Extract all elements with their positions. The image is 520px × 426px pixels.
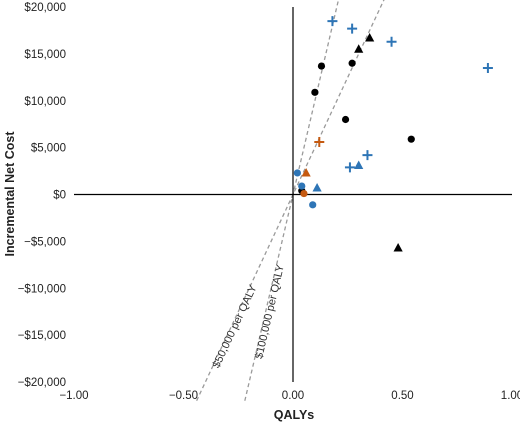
data-point-circle: [341, 115, 350, 124]
x-tick-labels: −1.00 −0.50 0.00 0.50 1.00: [59, 390, 520, 402]
y-tick-labels: $20,000 $15,000 $10,000 $5,000 $0 −$5,000 −$10…: [18, 2, 66, 389]
x-tick-label: −1.00: [59, 390, 88, 402]
axes: [74, 7, 512, 382]
data-point-circle: [311, 88, 319, 96]
data-point-plus: [347, 23, 358, 34]
x-tick-label: 0.00: [282, 390, 304, 402]
x-tick-label: 0.50: [391, 390, 413, 402]
data-point-plus: [344, 162, 355, 173]
y-tick-label: $10,000: [24, 96, 66, 108]
x-tick-label: 1.00: [501, 390, 520, 402]
data-point-plus: [386, 36, 397, 47]
data-points: [293, 16, 493, 252]
data-point-triangle: [354, 160, 364, 170]
y-tick-label: −$15,000: [18, 330, 66, 342]
y-tick-label: $5,000: [31, 143, 66, 155]
data-point-circle: [348, 59, 356, 67]
y-axis-title: Incremental Net Cost: [3, 131, 17, 257]
data-point-circle: [309, 201, 317, 209]
data-point-plus: [482, 62, 493, 73]
data-point-triangle: [312, 182, 322, 192]
data-point-plus: [362, 150, 373, 161]
data-point-circle: [293, 169, 301, 177]
data-point-circle: [407, 135, 415, 143]
x-axis-title: QALYs: [274, 408, 315, 422]
y-tick-label: $15,000: [24, 49, 66, 61]
data-point-triangle: [393, 242, 403, 252]
y-tick-label: $0: [53, 190, 66, 202]
y-tick-label: −$20,000: [18, 377, 66, 389]
data-point-triangle: [365, 32, 375, 42]
data-point-plus: [327, 16, 338, 27]
y-tick-label: $20,000: [24, 2, 66, 14]
x-tick-label: −0.50: [169, 390, 198, 402]
data-point-circle: [300, 189, 308, 198]
data-point-circle: [317, 62, 326, 70]
data-point-plus: [314, 137, 325, 147]
wtp-threshold-label: $100,000 per QALY: [253, 263, 287, 360]
y-tick-label: −$10,000: [18, 283, 66, 295]
data-point-circle: [298, 182, 306, 190]
data-point-triangle: [301, 167, 311, 177]
data-point-triangle: [354, 44, 364, 53]
y-tick-label: −$5,000: [24, 236, 66, 248]
